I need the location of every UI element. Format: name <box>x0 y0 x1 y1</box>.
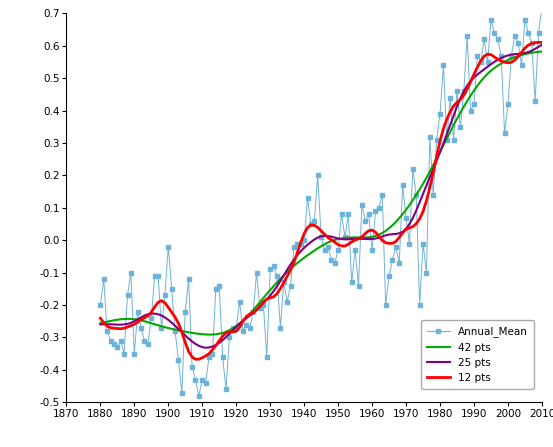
42 pts <box>206 332 212 337</box>
42 pts <box>175 328 182 333</box>
12 pts <box>97 316 103 321</box>
12 pts <box>274 291 280 296</box>
25 pts <box>175 326 182 332</box>
25 pts <box>444 131 450 137</box>
25 pts <box>375 235 382 240</box>
Annual_Mean <box>375 205 382 211</box>
42 pts <box>352 235 358 240</box>
42 pts <box>426 169 433 174</box>
Annual_Mean <box>175 358 182 363</box>
42 pts <box>114 317 121 322</box>
Annual_Mean <box>426 134 433 139</box>
25 pts <box>114 322 121 327</box>
12 pts <box>263 296 270 302</box>
25 pts <box>539 42 545 47</box>
12 pts <box>192 357 199 362</box>
25 pts <box>426 174 433 180</box>
Line: 42 pts: 42 pts <box>100 51 542 334</box>
12 pts <box>437 138 444 143</box>
42 pts <box>539 49 545 54</box>
12 pts <box>325 235 331 240</box>
Legend: Annual_Mean, 42 pts, 25 pts, 12 pts: Annual_Mean, 42 pts, 25 pts, 12 pts <box>421 320 534 389</box>
25 pts <box>202 345 209 350</box>
Annual_Mean <box>444 137 450 143</box>
Annual_Mean <box>97 303 103 308</box>
Line: 12 pts: 12 pts <box>100 42 542 359</box>
Annual_Mean <box>196 393 202 399</box>
Line: Annual_Mean: Annual_Mean <box>98 5 544 397</box>
12 pts <box>239 319 246 324</box>
42 pts <box>375 232 382 237</box>
12 pts <box>535 40 542 45</box>
Annual_Mean <box>352 247 358 253</box>
Annual_Mean <box>539 4 545 10</box>
Line: 25 pts: 25 pts <box>100 45 542 348</box>
42 pts <box>97 320 103 326</box>
25 pts <box>352 236 358 241</box>
42 pts <box>444 135 450 141</box>
Annual_Mean <box>114 345 121 350</box>
25 pts <box>97 322 103 327</box>
12 pts <box>138 317 144 322</box>
12 pts <box>539 40 545 45</box>
